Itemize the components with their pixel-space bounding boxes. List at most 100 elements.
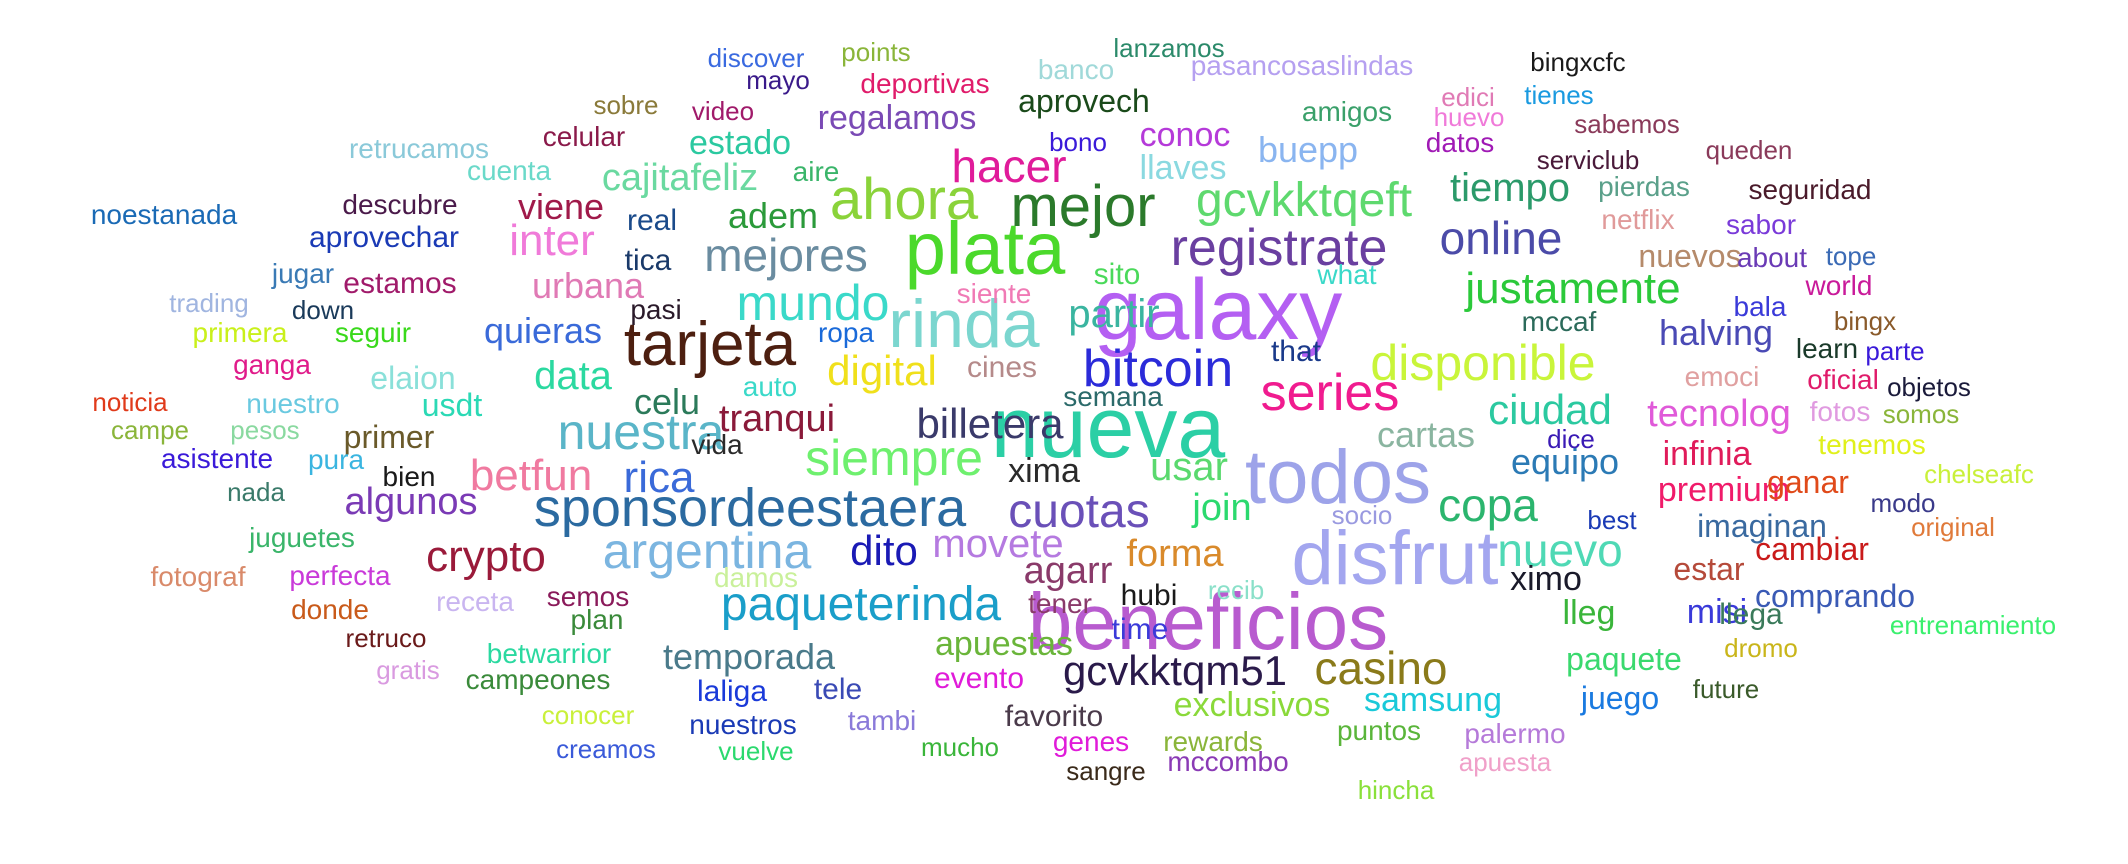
cloud-word: infinia [1662, 435, 1752, 473]
cloud-word: discover [707, 43, 805, 73]
cloud-word: semana [1063, 381, 1163, 412]
cloud-word: exclusivos [1173, 686, 1331, 724]
cloud-word: regalamos [817, 99, 977, 137]
cloud-word: somos [1882, 399, 1960, 429]
cloud-word: real [626, 204, 678, 237]
cloud-word: argentina [602, 523, 812, 579]
cloud-word: edici [1441, 82, 1495, 112]
cloud-word: rica [623, 453, 695, 502]
cloud-word: original [1911, 512, 1995, 542]
cloud-word: samsung [1364, 681, 1502, 719]
cloud-word: ximo [1510, 560, 1582, 598]
cloud-word: copa [1438, 479, 1538, 531]
cloud-word: emoci [1684, 361, 1760, 392]
cloud-word: llega [1719, 598, 1783, 631]
cloud-word: tecnolog [1647, 393, 1791, 435]
cloud-word: hubi [1120, 579, 1178, 612]
cloud-word: about [1736, 242, 1808, 273]
cloud-word: pierdas [1598, 171, 1690, 202]
cloud-word: siente [956, 278, 1032, 309]
cloud-word: learn [1795, 333, 1859, 364]
cloud-word: netflix [1601, 204, 1675, 235]
cloud-word: mucho [920, 732, 1000, 762]
cloud-word: queden [1705, 135, 1793, 165]
cloud-word: retrucamos [348, 133, 490, 164]
cloud-word: justamente [1465, 264, 1681, 313]
cloud-word: quieras [483, 310, 603, 351]
cloud-word: digital [827, 347, 937, 394]
cloud-word: disfrut [1291, 516, 1499, 601]
cloud-word: plata [904, 207, 1066, 290]
cloud-word: sito [1093, 258, 1141, 291]
cloud-word: seguir [334, 317, 412, 348]
cloud-word: rinda [888, 286, 1040, 362]
cloud-word: gcvkktqeft [1195, 174, 1413, 227]
cloud-word: billetera [916, 400, 1064, 447]
cloud-word: semos [546, 581, 630, 612]
cloud-word: dromo [1724, 633, 1798, 663]
cloud-word: what [1317, 259, 1377, 290]
cloud-word: buepp [1257, 129, 1359, 170]
cloud-word: ciudad [1488, 386, 1612, 433]
cloud-word: rewards [1163, 726, 1263, 757]
cloud-word: donde [291, 594, 369, 625]
cloud-word: descubre [342, 189, 458, 220]
cloud-word: video [691, 96, 755, 126]
cloud-word: ganga [233, 349, 311, 380]
cloud-word: gcvkktqm51 [1062, 647, 1288, 694]
cloud-word: recib [1207, 575, 1265, 605]
cloud-word: world [1805, 270, 1873, 301]
cloud-word: parte [1865, 336, 1925, 366]
cloud-word: beneficios [1027, 577, 1389, 666]
cloud-word: ganar [1767, 464, 1849, 500]
cloud-word: casino [1314, 642, 1448, 694]
cloud-word: oficial [1807, 364, 1879, 395]
cloud-word: bingxcfc [1530, 47, 1626, 77]
cloud-word: points [841, 37, 911, 67]
cloud-word: nuestra [557, 404, 725, 460]
cloud-word: mejores [704, 229, 868, 281]
cloud-word: bingx [1833, 306, 1897, 336]
cloud-word: pura [307, 444, 365, 475]
cloud-word: aprovech [1018, 83, 1150, 119]
cloud-word: cajitafeliz [601, 157, 759, 199]
cloud-word: primer [343, 419, 435, 455]
cloud-word: tiempo [1449, 166, 1571, 210]
cloud-word: conocer [541, 700, 635, 730]
cloud-word: apuesta [1458, 747, 1552, 777]
cloud-word: pasi [630, 294, 682, 325]
cloud-word: cartas [1376, 414, 1476, 455]
cloud-word: jugar [271, 258, 335, 289]
cloud-word: aprovechar [308, 221, 460, 254]
cloud-word: nuevos [1638, 238, 1742, 274]
cloud-word: genes [1052, 726, 1130, 757]
cloud-word: juego [1580, 680, 1660, 716]
cloud-word: auto [742, 371, 798, 402]
cloud-word: usdt [421, 387, 483, 423]
cloud-word: viene [517, 186, 605, 227]
cloud-word: puntos [1336, 715, 1422, 746]
cloud-word: estar [1673, 551, 1745, 587]
cloud-word: tarjeta [623, 310, 797, 379]
cloud-word: mccombo [1167, 746, 1289, 777]
cloud-word: online [1439, 212, 1563, 264]
cloud-word: bien [382, 461, 436, 492]
cloud-word: entrenamiento [1889, 610, 2057, 640]
cloud-word: sabemos [1574, 109, 1680, 139]
cloud-word: huevo [1433, 102, 1505, 132]
cloud-word: fotograf [150, 561, 246, 592]
cloud-word: algunos [344, 481, 478, 523]
cloud-word: tienes [1524, 80, 1594, 110]
cloud-word: galaxy [1093, 262, 1343, 358]
cloud-word: fotos [1809, 396, 1871, 427]
cloud-word: temporada [662, 636, 836, 677]
cloud-word: crypto [426, 532, 546, 581]
cloud-word: hacer [951, 140, 1067, 192]
cloud-word: siempre [805, 430, 983, 486]
cloud-word: estado [688, 124, 792, 162]
cloud-word: deportivas [860, 68, 990, 99]
cloud-word: movete [932, 522, 1064, 566]
cloud-word: usar [1150, 445, 1228, 489]
cloud-word: noestanada [90, 199, 238, 230]
cloud-word: amigos [1301, 96, 1393, 127]
